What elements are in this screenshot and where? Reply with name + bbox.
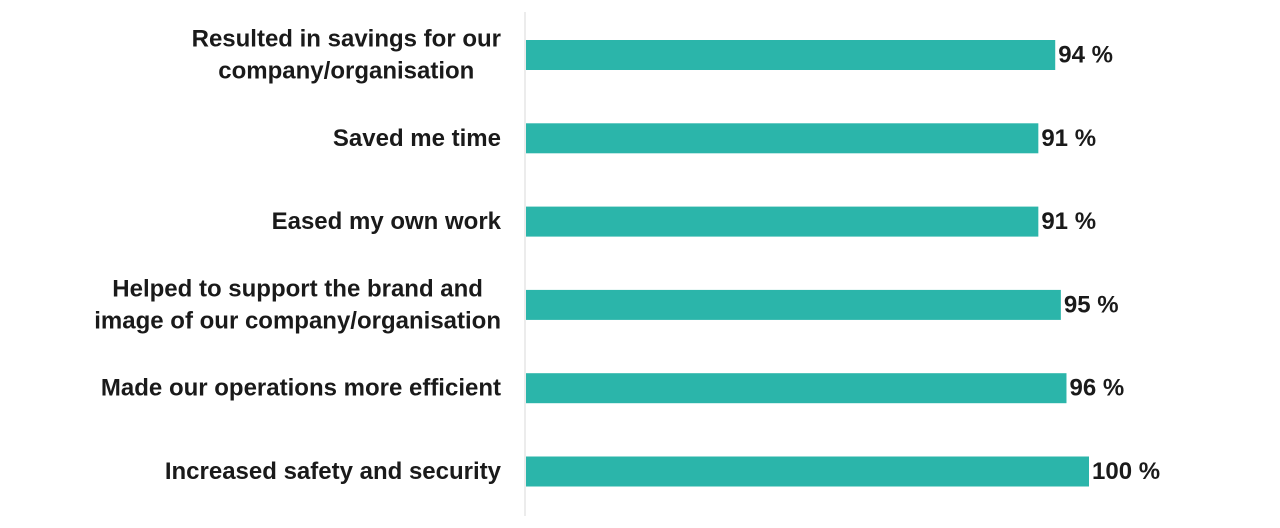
value-label-1: 91 % — [1041, 125, 1096, 152]
value-label-2: 91 % — [1041, 208, 1096, 235]
category-label-line: Resulted in savings for our — [192, 26, 501, 53]
bar-0 — [526, 40, 1056, 70]
bar-3 — [526, 289, 1061, 320]
bar-5 — [526, 456, 1089, 487]
category-label-3: Helped to support the brand and image of … — [94, 275, 501, 334]
value-labels-group: 94 % 91 % 91 % 95 % 96 % 100 % — [1041, 42, 1160, 486]
bar-2 — [526, 206, 1039, 237]
category-label-line: Increased safety and security — [165, 458, 502, 485]
category-label-5: Increased safety and security — [165, 458, 502, 485]
category-label-line: image of our company/organisation — [94, 307, 501, 334]
category-label-line: Helped to support the brand and — [112, 275, 483, 302]
category-label-2: Eased my own work — [272, 208, 502, 235]
bar-1 — [526, 123, 1039, 154]
category-label-0: Resulted in savings for our company/organ… — [192, 26, 501, 85]
category-label-line: Made our operations more efficient — [101, 375, 501, 402]
value-label-0: 94 % — [1058, 42, 1113, 69]
category-label-line: Saved me time — [333, 125, 501, 152]
category-label-4: Made our operations more efficient — [101, 375, 501, 402]
bar-4 — [526, 373, 1067, 404]
value-label-4: 96 % — [1069, 375, 1124, 402]
category-label-1: Saved me time — [333, 125, 501, 152]
category-label-line: company/organisation — [218, 58, 474, 85]
value-label-3: 95 % — [1064, 291, 1119, 318]
category-label-line: Eased my own work — [272, 208, 502, 235]
value-label-5: 100 % — [1092, 458, 1160, 485]
bars-group — [526, 40, 1089, 487]
category-labels-group: Resulted in savings for our company/organ… — [94, 26, 501, 486]
